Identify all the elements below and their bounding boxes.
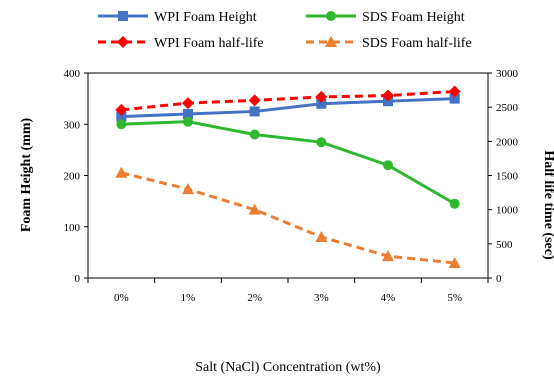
data-point: [248, 203, 261, 215]
legend-label: WPI Foam half-life: [154, 36, 264, 51]
data-point: [382, 89, 394, 102]
series-line: [121, 89, 455, 112]
data-point: [315, 231, 328, 242]
series-line: [121, 120, 456, 205]
y2-tick-label: 2500: [496, 102, 519, 114]
x-tick-label: 4%: [381, 292, 396, 304]
legend-label: SDS Foam Height: [362, 10, 465, 25]
legend-marker: [118, 11, 128, 21]
x-tick-label: 3%: [314, 292, 329, 304]
x-tick-label: 2%: [247, 292, 262, 304]
y-axis-title: Foam Height (mm): [19, 118, 34, 233]
data-point: [115, 103, 128, 116]
legend-entry: WPI Foam half-life: [98, 36, 264, 51]
x-axis-title: Salt (NaCl) Concentration (wt%): [195, 360, 381, 375]
y2-tick-label: 500: [496, 239, 513, 251]
y-tick-label: 200: [64, 171, 81, 183]
x-tick-label: 5%: [447, 292, 462, 304]
data-point: [182, 97, 194, 110]
y-axis-ticks: 0 100 200 300 400: [64, 68, 88, 285]
y2-axis-title: Half life time (sec): [541, 150, 554, 260]
y2-tick-label: 3000: [496, 68, 519, 80]
series-layer: [115, 85, 461, 268]
data-point: [249, 129, 260, 140]
series-sds-foam-height: [116, 116, 460, 209]
data-point: [382, 250, 394, 262]
data-point: [448, 85, 461, 98]
x-tick-label: 0%: [114, 292, 129, 304]
y2-axis-ticks: 0 500 1000 1500 2000 2500 3000: [488, 68, 519, 285]
y-tick-label: 300: [64, 119, 81, 131]
data-point: [449, 198, 460, 209]
legend-label: SDS Foam half-life: [362, 36, 472, 51]
data-point: [249, 106, 260, 117]
y2-tick-label: 2000: [496, 136, 519, 148]
legend-label: WPI Foam Height: [154, 10, 257, 25]
series-line: [121, 97, 455, 119]
legend-marker: [117, 36, 129, 48]
legend-entry: SDS Foam half-life: [306, 36, 472, 51]
x-tick-label: 1%: [181, 292, 196, 304]
series-sds-foam-half-life: [115, 166, 461, 268]
data-point: [383, 160, 393, 171]
plot-area: [87, 72, 489, 279]
legend-marker: [325, 36, 337, 47]
data-point: [183, 109, 193, 119]
data-point: [116, 111, 127, 122]
data-point: [448, 256, 461, 268]
legend-entry: SDS Foam Height: [306, 10, 465, 25]
y2-tick-label: 0: [496, 273, 502, 285]
data-point: [248, 94, 261, 107]
data-point: [449, 93, 460, 104]
legend: WPI Foam Height SDS Foam Height WPI Foam h…: [98, 10, 472, 51]
y-tick-label: 400: [64, 68, 81, 80]
data-point: [182, 183, 194, 195]
data-point: [315, 90, 328, 103]
data-point: [116, 119, 127, 130]
data-point: [316, 137, 327, 148]
x-axis-ticks: 0% 1% 2% 3% 4% 5%: [87, 278, 489, 304]
data-point: [183, 116, 193, 127]
y-tick-label: 100: [64, 222, 81, 234]
legend-entry: WPI Foam Height: [98, 10, 257, 25]
y2-tick-label: 1500: [496, 171, 519, 183]
y-tick-label: 0: [75, 273, 81, 285]
y2-tick-label: 1000: [496, 205, 519, 217]
data-point: [115, 166, 128, 178]
series-line: [120, 171, 455, 265]
series-wpi-foam-height: [116, 93, 460, 122]
legend-marker: [326, 11, 336, 21]
data-point: [316, 98, 327, 109]
series-wpi-foam-half-life: [115, 85, 461, 116]
